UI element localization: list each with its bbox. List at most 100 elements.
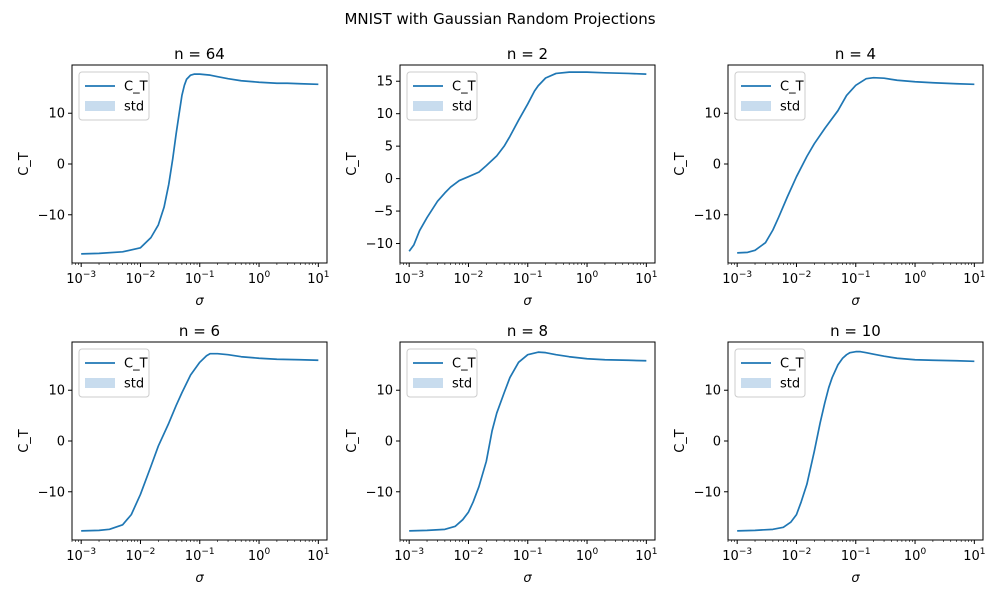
y-tick-label: 0 xyxy=(713,435,721,450)
x-tick-exponent: 1 xyxy=(652,547,658,557)
legend-entry-label: C_T xyxy=(780,357,804,372)
y-axis-label: C_T xyxy=(17,152,32,176)
x-tick-base: 10 xyxy=(185,272,202,287)
y-tick-label: 0 xyxy=(713,158,721,173)
x-tick-exponent: 0 xyxy=(592,270,598,280)
legend-std-swatch xyxy=(741,101,771,111)
x-tick-base: 10 xyxy=(248,549,265,564)
x-tick-label: 10−3 xyxy=(394,270,424,287)
x-tick-label: 10−1 xyxy=(841,547,871,564)
legend-entry-label: std xyxy=(124,377,144,392)
x-tick-exponent: 1 xyxy=(980,547,986,557)
legend-entry-label: C_T xyxy=(452,80,476,95)
legend-std-swatch xyxy=(413,101,443,111)
x-tick-label: 100 xyxy=(248,270,271,287)
x-tick-base: 10 xyxy=(635,549,652,564)
x-tick-label: 10−1 xyxy=(841,270,871,287)
x-tick-exponent: −1 xyxy=(201,547,214,557)
x-tick-exponent: 0 xyxy=(592,547,598,557)
subplot-title: n = 64 xyxy=(174,45,225,63)
figure-title: MNIST with Gaussian Random Projections xyxy=(344,10,655,28)
y-axis-label: C_T xyxy=(345,429,360,453)
x-tick-exponent: −3 xyxy=(83,547,96,557)
x-tick-exponent: 0 xyxy=(920,270,926,280)
legend-entry-label: C_T xyxy=(124,357,148,372)
x-tick-label: 10−3 xyxy=(722,270,752,287)
x-tick-label: 10−2 xyxy=(782,270,812,287)
x-tick-exponent: 0 xyxy=(264,547,270,557)
legend-entry-label: std xyxy=(452,100,472,115)
y-tick-label: 10 xyxy=(704,107,721,122)
x-tick-exponent: −2 xyxy=(142,270,155,280)
subplot-title: n = 8 xyxy=(507,322,548,340)
x-tick-exponent: −1 xyxy=(529,547,542,557)
x-tick-base: 10 xyxy=(513,549,530,564)
x-tick-exponent: −3 xyxy=(739,547,752,557)
y-tick-label: 0 xyxy=(57,435,65,450)
x-tick-label: 10−3 xyxy=(66,547,96,564)
legend-std-swatch xyxy=(85,101,115,111)
x-tick-base: 10 xyxy=(185,549,202,564)
x-axis-label: σ xyxy=(523,571,532,586)
series-line-c-t xyxy=(81,352,319,532)
x-tick-base: 10 xyxy=(635,272,652,287)
series-line-c-t xyxy=(81,73,319,255)
subplot-title: n = 4 xyxy=(835,45,876,63)
x-tick-label: 100 xyxy=(576,270,599,287)
y-tick-label: −10 xyxy=(694,485,721,500)
x-tick-label: 100 xyxy=(904,270,927,287)
y-tick-label: −10 xyxy=(366,237,393,252)
legend-entry-label: C_T xyxy=(780,80,804,95)
x-tick-base: 10 xyxy=(722,549,739,564)
subplot-2: n = 210−3 10−2 10−1 100 101−10−5051015σC_TC_… xyxy=(345,45,657,309)
legend-entry-label: std xyxy=(452,377,472,392)
x-tick-exponent: −1 xyxy=(857,547,870,557)
subplot-title: n = 10 xyxy=(830,322,881,340)
legend-entry-label: std xyxy=(780,100,800,115)
x-tick-base: 10 xyxy=(248,272,265,287)
series-line-c-t xyxy=(737,350,975,532)
x-tick-base: 10 xyxy=(66,549,83,564)
x-tick-label: 10−2 xyxy=(454,270,484,287)
legend-std-swatch xyxy=(741,378,771,388)
x-tick-exponent: −1 xyxy=(201,270,214,280)
x-tick-exponent: −1 xyxy=(857,270,870,280)
x-tick-base: 10 xyxy=(576,549,593,564)
x-tick-label: 10−2 xyxy=(126,270,156,287)
x-tick-exponent: 1 xyxy=(652,270,658,280)
y-tick-label: −5 xyxy=(374,205,393,220)
x-axis-label: σ xyxy=(523,294,532,309)
x-tick-base: 10 xyxy=(126,272,143,287)
legend-std-swatch xyxy=(413,378,443,388)
x-tick-base: 10 xyxy=(454,549,471,564)
x-tick-label: 100 xyxy=(576,547,599,564)
x-tick-label: 101 xyxy=(635,547,657,564)
y-tick-label: 0 xyxy=(385,435,393,450)
x-tick-base: 10 xyxy=(126,549,143,564)
subplot-title: n = 2 xyxy=(507,45,548,63)
x-tick-exponent: −2 xyxy=(142,547,155,557)
y-axis-label: C_T xyxy=(17,429,32,453)
x-tick-exponent: −3 xyxy=(411,547,424,557)
x-tick-base: 10 xyxy=(454,272,471,287)
series-line-c-t xyxy=(737,76,975,254)
subplot-title: n = 6 xyxy=(179,322,220,340)
x-tick-label: 10−1 xyxy=(185,547,215,564)
x-axis-label: σ xyxy=(195,294,204,309)
y-axis-label: C_T xyxy=(345,152,360,176)
x-tick-base: 10 xyxy=(782,549,799,564)
x-tick-base: 10 xyxy=(841,549,858,564)
y-tick-label: 10 xyxy=(48,107,65,122)
y-tick-label: 10 xyxy=(376,107,393,122)
